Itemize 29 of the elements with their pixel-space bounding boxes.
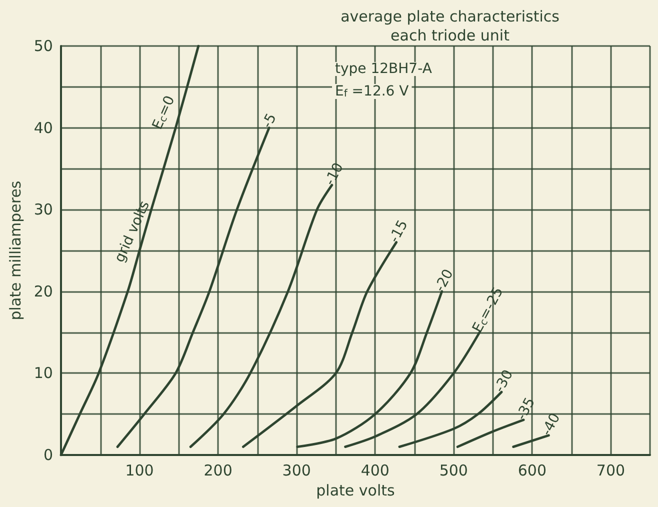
x-tick-label: 500 (439, 462, 468, 480)
x-tick-label: 200 (204, 462, 232, 480)
x-tick-label: 400 (360, 462, 390, 480)
y-tick-label: 20 (34, 282, 53, 300)
y-tick-label: 0 (43, 446, 53, 464)
annotation: type 12BH7-A (335, 61, 432, 77)
text: -20 (432, 266, 457, 294)
annotation: grid volts (112, 198, 154, 265)
x-tick-label: 300 (282, 462, 311, 480)
text: -40 (538, 410, 564, 438)
chart-title: average plate characteristics (340, 8, 560, 26)
y-axis-title: plate milliamperes (6, 180, 24, 320)
x-tick-label: 700 (596, 462, 626, 480)
text: -35 (514, 395, 539, 423)
y-tick-label: 40 (34, 118, 53, 137)
text: -30 (492, 367, 517, 396)
x-tick-label: 100 (125, 462, 154, 480)
text: -10 (322, 160, 347, 188)
x-axis-title: plate volts (316, 481, 396, 500)
annotation: Ef =12.6 V (335, 84, 410, 100)
text: Ec=0 (149, 94, 178, 132)
y-tick-label: 30 (34, 200, 53, 219)
y-tick-label: 50 (34, 37, 53, 55)
text: -5 (259, 111, 280, 131)
x-tick-label: 600 (518, 462, 547, 480)
text: Ec=-25 (470, 284, 507, 336)
text: -15 (386, 218, 412, 246)
chart-subtitle: each triode unit (390, 26, 510, 44)
y-tick-label: 10 (34, 364, 53, 382)
